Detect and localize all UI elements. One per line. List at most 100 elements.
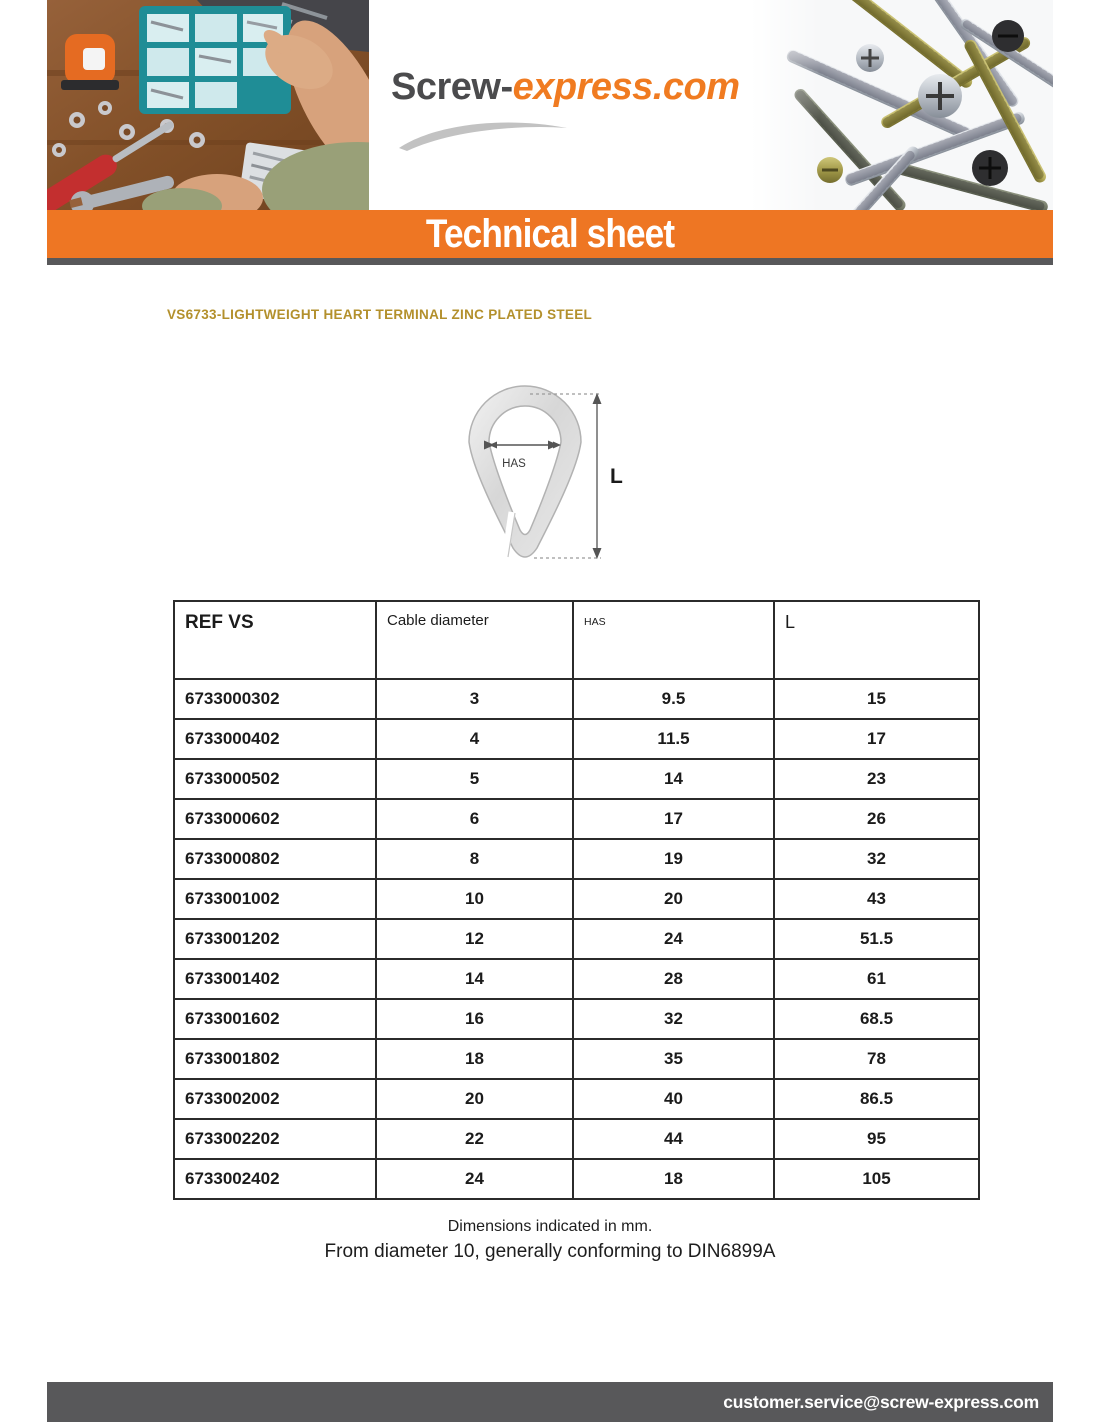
table-row: 6733002002 20 40 86.5 [173,1078,980,1120]
cell-l: 86.5 [773,1078,980,1120]
cell-ref: 6733001402 [173,958,377,1000]
cell-cable-diameter: 5 [375,758,574,800]
cell-ref: 6733000302 [173,678,377,720]
notes: Dimensions indicated in mm. From diamete… [47,1218,1053,1263]
logo-text-screw: Screw- [391,66,513,108]
column-header-has: HAS [572,600,775,680]
cell-cable-diameter: 14 [375,958,574,1000]
note-din: From diameter 10, generally conforming t… [324,1241,776,1262]
table-row: 6733000602 6 17 26 [173,798,980,840]
cell-l: 68.5 [773,998,980,1040]
cell-ref: 6733000802 [173,838,377,880]
cell-ref: 6733002202 [173,1118,377,1160]
screws-photo [750,0,1053,210]
logo-swoosh [399,122,567,151]
cell-has: 35 [572,1038,775,1080]
cell-cable-diameter: 18 [375,1038,574,1080]
cell-has: 44 [572,1118,775,1160]
cell-has: 9.5 [572,678,775,720]
workbench-photo-art [47,0,369,210]
technical-sheet-banner: Technical sheet [47,210,1053,258]
product-title: VS6733-LIGHTWEIGHT HEART TERMINAL ZINC P… [167,307,593,322]
header: Screw-express.com [47,0,1053,210]
cell-l: 78 [773,1038,980,1080]
note-dimensions: Dimensions indicated in mm. [447,1218,653,1235]
column-header-cable: Cable diameter [375,600,574,680]
has-arrowhead-left [489,441,497,449]
table-row: 6733000502 5 14 23 [173,758,980,800]
cell-cable-diameter: 24 [375,1158,574,1200]
cell-cable-diameter: 16 [375,998,574,1040]
table-row: 6733002402 24 18 105 [173,1158,980,1200]
cell-has: 11.5 [572,718,775,760]
spec-table-body: 6733000302 3 9.5 15 6733000402 4 11.5 17… [173,678,980,1200]
table-row: 6733001802 18 35 78 [173,1038,980,1080]
table-row: 6733001002 10 20 43 [173,878,980,920]
cell-l: 32 [773,838,980,880]
cell-ref: 6733001002 [173,878,377,920]
spec-table: REF VS Cable diameter HAS L 6733000302 3… [173,600,980,1200]
cell-has: 19 [572,838,775,880]
footer-bar: customer.service@screw-express.com [47,1382,1053,1422]
logo-zone: Screw-express.com [369,0,750,210]
logo-text-express: express.com [512,66,740,108]
cell-has: 32 [572,998,775,1040]
l-arrowhead-bottom [592,548,602,559]
column-header-l: L [773,600,980,680]
cell-cable-diameter: 6 [375,798,574,840]
thimble-split-edge [507,512,516,558]
cell-l: 51.5 [773,918,980,960]
cell-cable-diameter: 10 [375,878,574,920]
cell-l: 26 [773,798,980,840]
screws-photo-art [750,0,1053,210]
spec-table-head: REF VS Cable diameter HAS L [173,600,980,680]
header-row: REF VS Cable diameter HAS L [173,600,980,680]
l-dimension-label: L [610,465,623,488]
cell-has: 17 [572,798,775,840]
thimble-body [468,385,582,558]
has-arrowhead-right [553,441,561,449]
cell-has: 20 [572,878,775,920]
cell-cable-diameter: 20 [375,1078,574,1120]
cell-cable-diameter: 3 [375,678,574,720]
cell-has: 18 [572,1158,775,1200]
cell-ref: 6733001202 [173,918,377,960]
cell-l: 95 [773,1118,980,1160]
table-row: 6733001202 12 24 51.5 [173,918,980,960]
table-row: 6733002202 22 44 95 [173,1118,980,1160]
cell-l: 61 [773,958,980,1000]
banner-title: Technical sheet [425,212,675,256]
cell-ref: 6733002402 [173,1158,377,1200]
cell-cable-diameter: 8 [375,838,574,880]
cell-ref: 6733001602 [173,998,377,1040]
footer-email: customer.service@screw-express.com [723,1391,1039,1412]
thimble-split-gap [501,511,516,559]
cell-has: 40 [572,1078,775,1120]
cell-cable-diameter: 22 [375,1118,574,1160]
table-row: 6733001602 16 32 68.5 [173,998,980,1040]
table-row: 6733000302 3 9.5 15 [173,678,980,720]
cell-ref: 6733000402 [173,718,377,760]
cell-l: 43 [773,878,980,920]
has-dimension-label: HAS [502,458,526,470]
table-row: 6733000802 8 19 32 [173,838,980,880]
cell-ref: 6733002002 [173,1078,377,1120]
cell-ref: 6733000502 [173,758,377,800]
header-divider-rule [47,258,1053,265]
cell-has: 24 [572,918,775,960]
table-row: 6733001402 14 28 61 [173,958,980,1000]
cell-l: 15 [773,678,980,720]
cell-l: 23 [773,758,980,800]
thimble-diagram: HAS L [468,385,623,559]
cell-l: 105 [773,1158,980,1200]
cell-cable-diameter: 4 [375,718,574,760]
column-header-ref: REF VS [173,600,377,680]
cell-ref: 6733001802 [173,1038,377,1080]
cell-cable-diameter: 12 [375,918,574,960]
cell-has: 28 [572,958,775,1000]
table-row: 6733000402 4 11.5 17 [173,718,980,760]
l-arrowhead-top [592,393,602,404]
cell-has: 14 [572,758,775,800]
brand-logo: Screw-express.com [391,66,740,109]
